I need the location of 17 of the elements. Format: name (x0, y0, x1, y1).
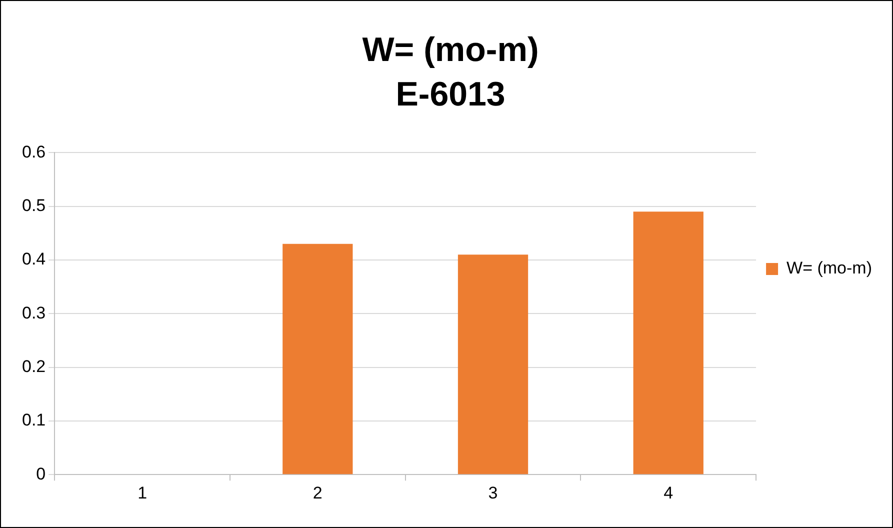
x-tick-label: 3 (488, 483, 498, 502)
y-tick-label: 0.5 (22, 196, 46, 215)
x-tick-label: 4 (664, 483, 674, 502)
chart-subtitle: E-6013 (396, 76, 506, 114)
x-tick-label: 2 (312, 483, 322, 502)
chart-title: W= (mo-m) (362, 30, 539, 69)
bar (282, 244, 353, 474)
bar (458, 254, 528, 474)
y-tick-label: 0.3 (22, 303, 46, 322)
x-tick-label: 1 (138, 483, 148, 502)
y-tick-label: 0.6 (22, 142, 46, 162)
legend-label: W= (mo-m) (786, 258, 872, 278)
y-tick-label: 0 (36, 464, 46, 484)
y-tick-label: 0.4 (22, 250, 46, 269)
bar (633, 212, 704, 474)
y-tick-label: 0.2 (22, 356, 46, 376)
y-tick-label: 0.1 (22, 410, 46, 430)
